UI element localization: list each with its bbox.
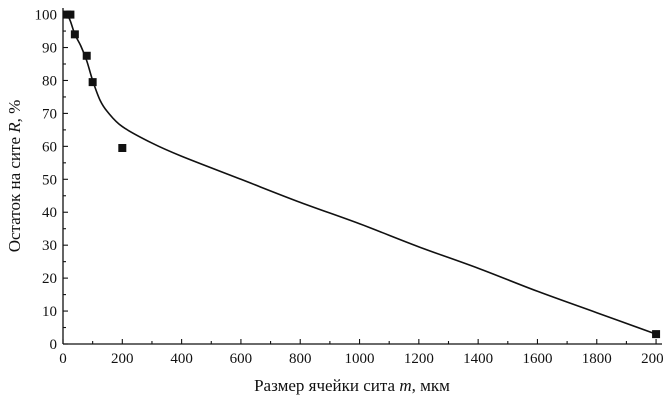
y-tick-label-20: 20 <box>42 271 57 287</box>
x-axis-variable: m <box>399 376 411 395</box>
y-ticks: 0 10 20 30 40 50 60 70 80 90 100 <box>35 8 68 353</box>
data-point <box>70 30 79 39</box>
y-tick-label-60: 60 <box>42 139 57 155</box>
y-tick-label-80: 80 <box>42 73 57 89</box>
y-tick-label-100: 100 <box>35 8 58 24</box>
y-tick-label-70: 70 <box>42 106 57 122</box>
data-point <box>66 10 75 19</box>
x-tick-label-1800: 1800 <box>582 351 612 367</box>
y-tick-label-50: 50 <box>42 172 57 188</box>
data-points <box>63 10 661 339</box>
x-ticks: 0 200 400 600 800 1000 1200 1400 1600 1800 2000 <box>59 339 663 367</box>
y-tick-label-30: 30 <box>42 238 57 254</box>
x-tick-label-200: 200 <box>111 351 134 367</box>
data-point <box>652 330 661 339</box>
x-tick-label-600: 600 <box>230 351 253 367</box>
y-axis-variable: R <box>5 122 24 134</box>
y-tick-label-10: 10 <box>42 304 57 320</box>
data-point <box>88 78 97 87</box>
x-tick-label-1200: 1200 <box>404 351 434 367</box>
x-tick-label-1000: 1000 <box>345 351 375 367</box>
y-tick-label-0: 0 <box>50 337 58 353</box>
plot-area: 0 10 20 30 40 50 60 70 80 90 100 0 200 400 600 800 1000… <box>35 8 663 367</box>
x-tick-label-1600: 1600 <box>522 351 552 367</box>
x-axis-title: Размер ячейки сита m, мкм <box>254 376 450 395</box>
data-point <box>118 144 127 152</box>
x-tick-label-800: 800 <box>289 351 312 367</box>
x-tick-label-400: 400 <box>170 351 193 367</box>
y-axis-title: Остаток на сите R, % <box>5 100 24 253</box>
data-point <box>82 51 91 60</box>
x-tick-label-2000: 2000 <box>641 351 663 367</box>
x-tick-label-1400: 1400 <box>463 351 493 367</box>
y-tick-label-40: 40 <box>42 205 57 221</box>
x-tick-label-0: 0 <box>59 351 67 367</box>
y-tick-label-90: 90 <box>42 41 57 57</box>
fit-curve <box>62 10 657 335</box>
